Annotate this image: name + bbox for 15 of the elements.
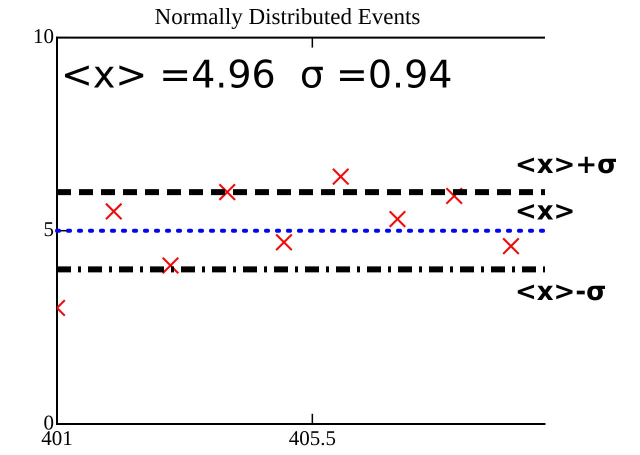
point <box>104 202 123 220</box>
point <box>388 210 406 228</box>
y-tick-label: 10 <box>33 24 54 48</box>
point <box>332 168 350 186</box>
ref-line-label: <x>+σ <box>515 150 618 180</box>
x-tick-label: 405.5 <box>288 426 336 450</box>
point <box>218 183 236 201</box>
point <box>162 256 180 274</box>
annotation: <x> =4.96 σ =0.94 <box>61 52 452 96</box>
chart-title: Normally Distributed Events <box>154 4 420 29</box>
ref-line-label: <x> <box>515 196 576 226</box>
point <box>502 237 520 255</box>
point <box>275 234 293 252</box>
ref-line-label: <x>-σ <box>515 277 606 308</box>
y-tick-label: 5 <box>44 217 54 242</box>
